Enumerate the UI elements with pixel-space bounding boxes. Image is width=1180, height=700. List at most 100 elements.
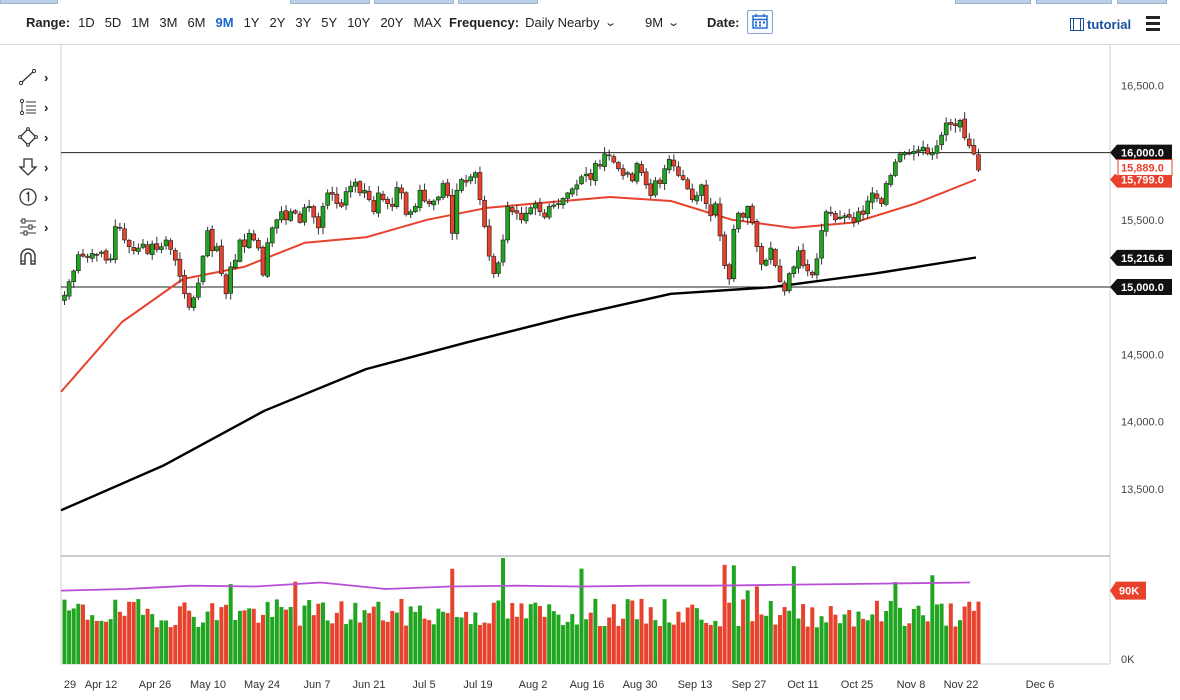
range-2y[interactable]: 2Y (269, 15, 286, 30)
price-badge-label: 16,000.0 (1121, 148, 1164, 160)
candle (574, 179, 580, 196)
candle-body (76, 254, 81, 271)
tool-shapes[interactable]: › (18, 122, 58, 152)
candle-body (228, 266, 233, 294)
tab-stub[interactable] (1036, 0, 1112, 4)
range-selector: Range: 1D 5D 1M 3M 6M 9M 1Y 2Y 3Y 5Y 10Y 20Y MAX (26, 14, 442, 32)
volume-bar (584, 619, 589, 664)
volume-bar (838, 623, 843, 664)
volume-bar (551, 611, 556, 664)
candle (103, 248, 109, 264)
volume-bar (150, 614, 155, 664)
candle-body (297, 213, 303, 223)
candle-body (486, 225, 492, 257)
menu-icon[interactable] (1146, 16, 1160, 34)
candle (329, 186, 335, 201)
tool-pitchfork[interactable]: › (18, 212, 58, 242)
candle-body (505, 206, 510, 241)
period-dropdown[interactable]: 9M ⌄ (645, 14, 680, 32)
candle (920, 140, 926, 156)
candle-body (80, 253, 86, 257)
volume-bar (408, 606, 413, 664)
candle (971, 138, 977, 156)
range-1y[interactable]: 1Y (243, 15, 260, 30)
range-20y[interactable]: 20Y (380, 15, 404, 30)
candle-body (773, 249, 778, 266)
candle (205, 226, 210, 258)
tab-stub[interactable] (1117, 0, 1167, 4)
frequency-dropdown[interactable]: Frequency: Daily Nearby ⌄ (449, 14, 617, 32)
candle-body (763, 259, 769, 266)
range-options: 1D 5D 1M 3M 6M 9M 1Y 2Y 3Y 5Y 10Y 20Y MAX (78, 14, 442, 32)
range-3y[interactable]: 3Y (295, 15, 312, 30)
level-badge: 15,000.0 (1110, 279, 1172, 296)
candle-body (468, 176, 474, 182)
volume-bar (907, 623, 912, 664)
volume-bar (187, 610, 192, 664)
tab-stub[interactable] (0, 0, 58, 4)
range-6m[interactable]: 6M (187, 15, 206, 30)
range-9m[interactable]: 9M (215, 15, 234, 30)
candle-body (713, 203, 718, 215)
range-3m[interactable]: 3M (159, 15, 178, 30)
candle-body (740, 213, 746, 218)
price-badge-current: 15,889.0 (1110, 159, 1172, 176)
candle (666, 155, 672, 174)
range-10y[interactable]: 10Y (347, 15, 371, 30)
tab-stub[interactable] (290, 0, 370, 4)
candle-body (454, 189, 460, 234)
tab-stub[interactable] (458, 0, 538, 4)
tool-fibonacci[interactable]: › (18, 92, 58, 122)
candle-body (962, 118, 967, 139)
candle-body (657, 179, 663, 184)
volume-bar (182, 602, 187, 664)
candle-body (265, 242, 270, 277)
range-1m[interactable]: 1M (131, 15, 150, 30)
tool-trendline[interactable]: › (18, 62, 58, 92)
candle-body (634, 163, 640, 182)
range-max[interactable]: MAX (413, 15, 442, 30)
candle-body (66, 281, 72, 297)
candle-body (477, 172, 483, 200)
volume-bar (140, 614, 145, 664)
range-5y[interactable]: 5Y (321, 15, 338, 30)
candle-body (666, 159, 672, 171)
candle-body (620, 168, 626, 176)
x-tick-label: Oct 25 (841, 679, 873, 691)
tool-arrow[interactable]: › (18, 152, 58, 182)
tool-number-marker[interactable]: › (18, 182, 58, 212)
candle-body (726, 264, 732, 280)
candle (343, 187, 349, 211)
price-badge-label: 15,889.0 (1121, 163, 1164, 175)
candle (786, 271, 792, 294)
tab-stub[interactable] (374, 0, 454, 4)
tool-magnet[interactable] (18, 242, 58, 272)
tab-stub[interactable] (955, 0, 1031, 4)
candle (893, 158, 898, 178)
candle-body (126, 240, 132, 248)
candle (306, 199, 312, 212)
volume-bar (200, 622, 205, 664)
candle (500, 234, 506, 267)
volume-bar (339, 601, 344, 664)
candle (717, 197, 723, 242)
volume-bar (847, 609, 852, 664)
price-badge-label: 15,000.0 (1121, 282, 1164, 294)
range-1d[interactable]: 1D (78, 15, 95, 30)
candle (509, 205, 515, 216)
candle-body (306, 206, 312, 208)
candle-body (930, 152, 935, 156)
range-5d[interactable]: 5D (104, 15, 122, 30)
candle (528, 205, 534, 216)
volume-bar (99, 620, 104, 664)
candle (371, 196, 377, 215)
candle (713, 201, 718, 218)
calendar-button[interactable] (747, 10, 773, 34)
candle-body (791, 266, 797, 274)
volume-bar (533, 602, 538, 664)
tutorial-link[interactable]: tutorial (1070, 17, 1131, 32)
price-badge-shape (1110, 159, 1172, 176)
candle (316, 212, 321, 235)
candle-body (574, 184, 580, 190)
